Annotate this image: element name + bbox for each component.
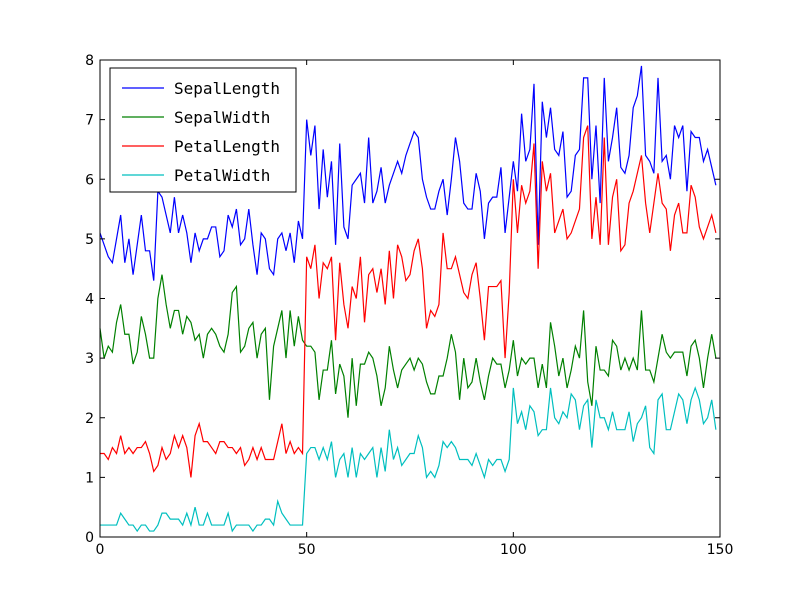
series-layer xyxy=(99,65,717,533)
tick-layer: 0 50 100 150 0 1 2 3 4 5 6 7 8 xyxy=(85,53,733,558)
y-tick-label: 3 xyxy=(85,351,94,367)
x-tick-label: 0 xyxy=(96,542,105,558)
legend-label-sepalwidth: SepalWidth xyxy=(174,108,270,127)
legend-box xyxy=(109,67,297,193)
series-line-petalwidth xyxy=(100,386,717,533)
y-tick-label: 8 xyxy=(85,53,94,69)
series-line-sepalwidth xyxy=(99,274,717,418)
y-tick-label: 5 xyxy=(85,232,94,248)
legend-label-petalwidth: PetalWidth xyxy=(174,166,270,185)
series-line-sepallength xyxy=(99,65,717,281)
legend-label-sepallength: SepalLength xyxy=(174,79,280,98)
y-tick-label: 0 xyxy=(85,530,94,546)
y-tick-label: 2 xyxy=(85,411,94,427)
y-tick-label: 4 xyxy=(85,292,94,308)
y-tick-label: 6 xyxy=(85,172,94,188)
x-tick-label: 50 xyxy=(298,542,316,558)
y-tick-label: 7 xyxy=(85,113,94,129)
x-tick-label: 100 xyxy=(500,542,527,558)
x-tick-label: 150 xyxy=(707,542,734,558)
series-line-petallength xyxy=(100,125,717,478)
y-tick-label: 1 xyxy=(85,470,94,486)
legend: SepalLength SepalWidth PetalLength PetalWid… xyxy=(109,67,297,193)
legend-label-petallength: PetalLength xyxy=(174,137,280,156)
